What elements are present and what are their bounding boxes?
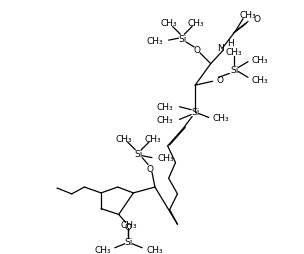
Text: Si: Si — [134, 150, 143, 158]
Text: O: O — [125, 222, 132, 231]
Text: Si: Si — [191, 108, 199, 117]
Text: CH₃: CH₃ — [115, 134, 132, 143]
Text: O: O — [217, 75, 224, 85]
Text: CH₃: CH₃ — [120, 220, 137, 229]
Text: Si: Si — [178, 35, 187, 43]
Text: CH₃: CH₃ — [158, 154, 174, 163]
Text: H: H — [227, 38, 234, 47]
Text: CH₃: CH₃ — [188, 19, 204, 28]
Text: CH₃: CH₃ — [160, 19, 177, 28]
Text: CH₃: CH₃ — [94, 245, 111, 254]
Text: O: O — [147, 164, 154, 173]
Text: CH₃: CH₃ — [252, 56, 268, 65]
Text: CH₃: CH₃ — [146, 37, 163, 45]
Text: Si: Si — [124, 237, 133, 246]
Text: CH₃: CH₃ — [157, 116, 174, 124]
Text: CH₃: CH₃ — [226, 48, 243, 57]
Text: N: N — [217, 44, 224, 53]
Text: O: O — [254, 15, 261, 24]
Text: O: O — [194, 46, 201, 55]
Text: CH₃: CH₃ — [252, 75, 268, 85]
Text: CH₃: CH₃ — [213, 114, 229, 122]
Text: CH₃: CH₃ — [146, 245, 163, 254]
Text: CH₃: CH₃ — [157, 103, 174, 112]
Text: Si: Si — [230, 66, 238, 75]
Text: CH₃: CH₃ — [240, 11, 256, 20]
Text: CH₃: CH₃ — [145, 134, 161, 143]
